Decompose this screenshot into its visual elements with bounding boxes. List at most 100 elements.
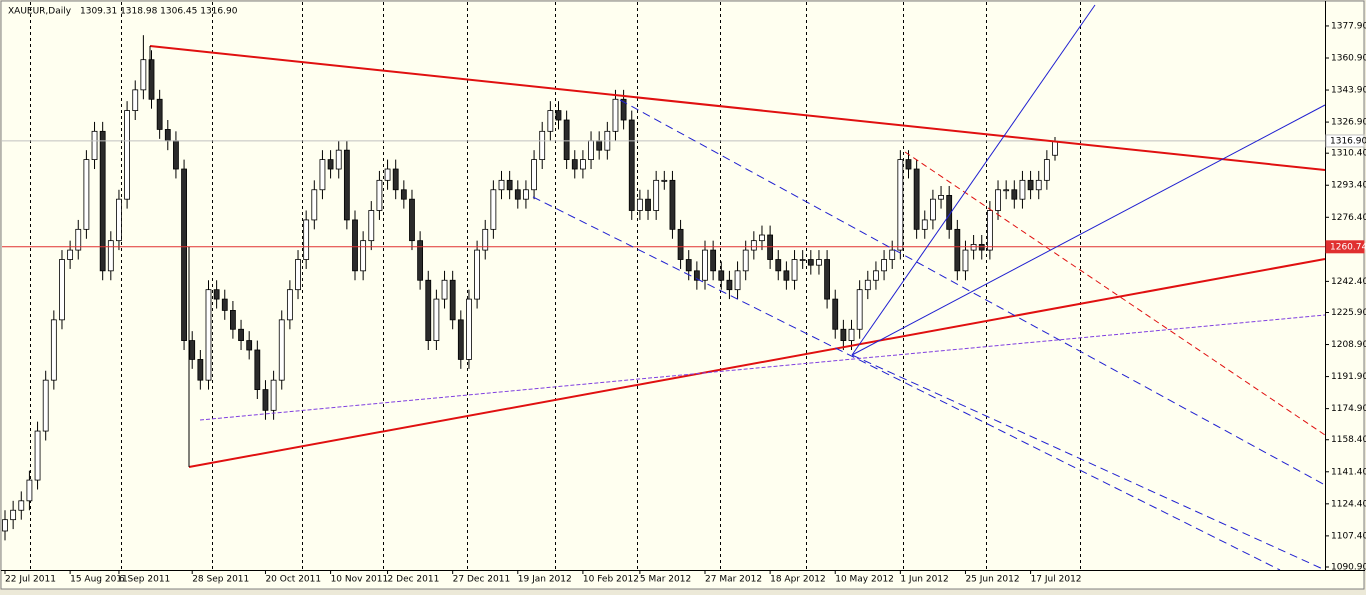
x-tick-label: 10 Nov 2011 (331, 575, 389, 585)
x-tick-label: 27 Dec 2011 (453, 575, 511, 585)
y-tick-label: 1276.40 (1331, 213, 1366, 223)
candle-body (482, 228, 489, 251)
y-tick-label: 1326.90 (1331, 118, 1366, 128)
candle-body (392, 168, 399, 191)
candle-body (759, 234, 765, 242)
candle-body (775, 259, 782, 272)
x-tick-label: 28 Sep 2011 (192, 575, 249, 585)
candle-body (864, 279, 871, 291)
candle-body (547, 110, 554, 132)
price-label: 1316.90 (1330, 136, 1366, 146)
candle-body (417, 240, 424, 281)
candle-body (230, 310, 236, 330)
candle-body (563, 119, 570, 160)
candle-body (441, 279, 448, 300)
candle-body (807, 259, 814, 266)
x-tick-label: 18 Apr 2012 (770, 575, 826, 585)
x-tick-label: 10 Feb 2012 (583, 575, 639, 585)
candle-body (42, 379, 49, 432)
candle-body (921, 219, 928, 230)
y-tick-label: 1293.40 (1331, 181, 1366, 191)
candle-body (238, 328, 244, 341)
candle-body (67, 249, 74, 260)
y-tick-label: 1141.40 (1331, 467, 1366, 477)
y-tick-label: 1107.40 (1331, 531, 1366, 541)
trendline (851, 354, 1326, 571)
candle-body (335, 149, 342, 170)
candle-body (856, 289, 863, 330)
x-tick-label: 22 Jul 2011 (5, 575, 56, 585)
candle-body (799, 259, 806, 261)
candle-body (425, 279, 432, 341)
candle-body (995, 189, 1001, 211)
x-tick-label: 17 Jul 2012 (1031, 575, 1082, 585)
y-tick-label: 1174.90 (1331, 404, 1366, 414)
candle-body (742, 249, 749, 272)
candle-body (295, 259, 301, 291)
candle-body (693, 270, 700, 281)
candle-body (83, 159, 90, 230)
y-tick-label: 1124.40 (1331, 499, 1366, 509)
candle-body (270, 379, 277, 411)
candle-body (116, 198, 122, 242)
candle-body (246, 340, 253, 351)
candle-body (734, 270, 741, 291)
candle-body (726, 279, 733, 291)
candle-body (832, 298, 839, 330)
x-tick-label: 19 Jan 2012 (518, 575, 572, 585)
candle-body (254, 349, 261, 390)
y-tick-label: 1208.90 (1331, 340, 1366, 350)
candle-body (848, 328, 855, 341)
candle-body (791, 259, 798, 281)
candle-body (498, 179, 505, 191)
candle-body (197, 359, 204, 381)
candle-body (75, 228, 82, 251)
price-label-box (1325, 240, 1365, 254)
candle-body (319, 159, 326, 191)
candle-body (26, 479, 33, 502)
x-tick-label: 20 Oct 2011 (265, 575, 321, 585)
candle-body (278, 319, 285, 381)
trendline (851, 104, 1326, 356)
candle-body (303, 219, 310, 260)
candle-body (474, 249, 480, 300)
candle-body (702, 249, 708, 281)
candle-body (905, 159, 912, 170)
candle-body (612, 98, 619, 132)
candle-body (457, 319, 464, 360)
candle-body (661, 179, 668, 182)
candle-body (50, 319, 57, 381)
y-tick-label: 1377.90 (1331, 21, 1366, 31)
candle-body (140, 59, 147, 91)
candle-body (490, 189, 497, 230)
candle-body (400, 189, 407, 200)
candle-body (816, 259, 822, 266)
candle-body (588, 140, 594, 160)
candle-body (173, 140, 179, 170)
candle-body (164, 129, 171, 142)
y-tick-label: 1225.90 (1331, 308, 1366, 318)
candle-body (628, 119, 635, 211)
trendlines (149, 4, 1326, 571)
trendline (188, 258, 1326, 468)
candle-body (531, 159, 537, 191)
candle-body (636, 198, 643, 211)
candle-body (449, 279, 456, 321)
candle-body (360, 240, 367, 272)
candle-body (514, 189, 521, 200)
x-tick-label: 5 Mar 2012 (640, 575, 691, 585)
candle-body (124, 110, 130, 200)
candle-body (897, 159, 904, 251)
x-tick-label: 2 Dec 2011 (388, 575, 440, 585)
candle-body (986, 210, 993, 251)
y-tick-label: 1158.40 (1331, 435, 1366, 445)
x-tick-label: 15 Aug 2011 (70, 575, 128, 585)
candle-body (938, 195, 944, 200)
x-tick-label: 6 Sep 2011 (119, 575, 170, 585)
price-label: 1260.74 (1330, 242, 1366, 252)
candle-body (1003, 189, 1010, 192)
candle-body (409, 198, 415, 242)
